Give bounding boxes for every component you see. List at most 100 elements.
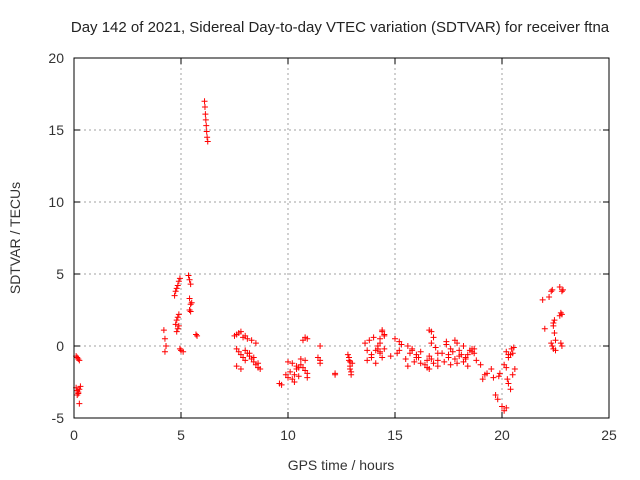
data-point (344, 351, 351, 358)
data-point (557, 340, 564, 347)
data-point (348, 371, 355, 378)
data-point (411, 358, 418, 365)
data-point (173, 317, 180, 324)
data-point (504, 376, 511, 383)
x-tick-label: 10 (280, 427, 296, 443)
data-point (173, 328, 180, 335)
data-point (551, 317, 558, 324)
data-point (204, 138, 211, 145)
data-point (451, 355, 458, 362)
data-point (287, 368, 294, 375)
data-point (447, 361, 454, 368)
data-point (460, 358, 467, 365)
data-point (332, 370, 339, 377)
data-point (417, 360, 424, 367)
data-point (409, 345, 416, 352)
data-point (370, 334, 377, 341)
data-point (237, 366, 244, 373)
data-point (76, 400, 83, 407)
data-point (509, 350, 516, 357)
data-point (377, 348, 384, 355)
data-point (430, 334, 437, 341)
data-point (551, 330, 558, 337)
data-point (75, 389, 82, 396)
data-point (379, 354, 386, 361)
data-point (549, 286, 556, 293)
data-point (317, 343, 324, 349)
data-point (233, 363, 240, 370)
data-point (460, 343, 467, 349)
data-point (248, 337, 255, 344)
data-point (194, 332, 201, 339)
y-tick-label: 10 (48, 194, 64, 210)
x-tick-label: 20 (494, 427, 510, 443)
data-point (428, 355, 435, 362)
data-point (541, 325, 548, 332)
data-point (456, 353, 463, 360)
data-point (163, 343, 170, 349)
data-point (171, 292, 178, 299)
data-point (161, 348, 168, 355)
data-point (75, 355, 82, 362)
data-points (73, 98, 566, 414)
data-point (77, 383, 84, 390)
data-point (428, 328, 435, 335)
x-axis-label: GPS time / hours (288, 457, 395, 473)
data-point (505, 380, 512, 387)
data-point (449, 348, 456, 355)
data-point (244, 335, 251, 342)
y-tick-label: 20 (48, 50, 64, 66)
data-point (74, 391, 81, 398)
data-point (203, 128, 210, 135)
data-point (289, 360, 296, 367)
data-point (556, 283, 563, 290)
axis-ticks: 0 5 10 15 20 25 -5 0 5 10 15 20 (48, 50, 617, 443)
data-point (558, 311, 565, 318)
data-point (445, 351, 452, 358)
data-point (180, 348, 187, 355)
data-point (185, 272, 192, 279)
data-point (557, 309, 564, 316)
data-point (285, 358, 291, 365)
data-point (552, 347, 559, 354)
data-point (242, 357, 249, 364)
data-point (347, 366, 354, 373)
data-point (186, 307, 193, 313)
data-point (317, 360, 324, 367)
data-point (462, 354, 469, 361)
x-tick-label: 15 (387, 427, 403, 443)
data-point (237, 328, 244, 335)
data-point (496, 370, 503, 377)
data-point (252, 340, 259, 347)
data-point (546, 294, 553, 301)
data-point (443, 341, 450, 348)
data-point (424, 357, 431, 364)
data-point (439, 350, 446, 357)
data-point (302, 357, 309, 364)
data-point (250, 354, 257, 361)
data-point (176, 345, 183, 352)
x-tick-label: 25 (601, 427, 617, 443)
data-point (499, 403, 505, 410)
data-point (402, 355, 409, 362)
data-point (398, 341, 405, 348)
data-point (304, 335, 311, 342)
data-point (192, 331, 199, 338)
data-point (174, 282, 181, 289)
data-point (362, 340, 369, 347)
data-point (368, 351, 375, 358)
x-tick-label: 5 (177, 427, 185, 443)
data-point (394, 350, 401, 357)
data-point (246, 350, 253, 357)
data-point (381, 331, 388, 338)
data-point (558, 343, 565, 349)
y-tick-label: 5 (56, 266, 64, 282)
data-point (441, 358, 448, 365)
data-point (175, 278, 182, 285)
data-point (379, 327, 386, 334)
data-point (387, 353, 394, 360)
data-point (392, 335, 398, 342)
plot-frame (73, 57, 610, 419)
data-point (473, 357, 480, 364)
